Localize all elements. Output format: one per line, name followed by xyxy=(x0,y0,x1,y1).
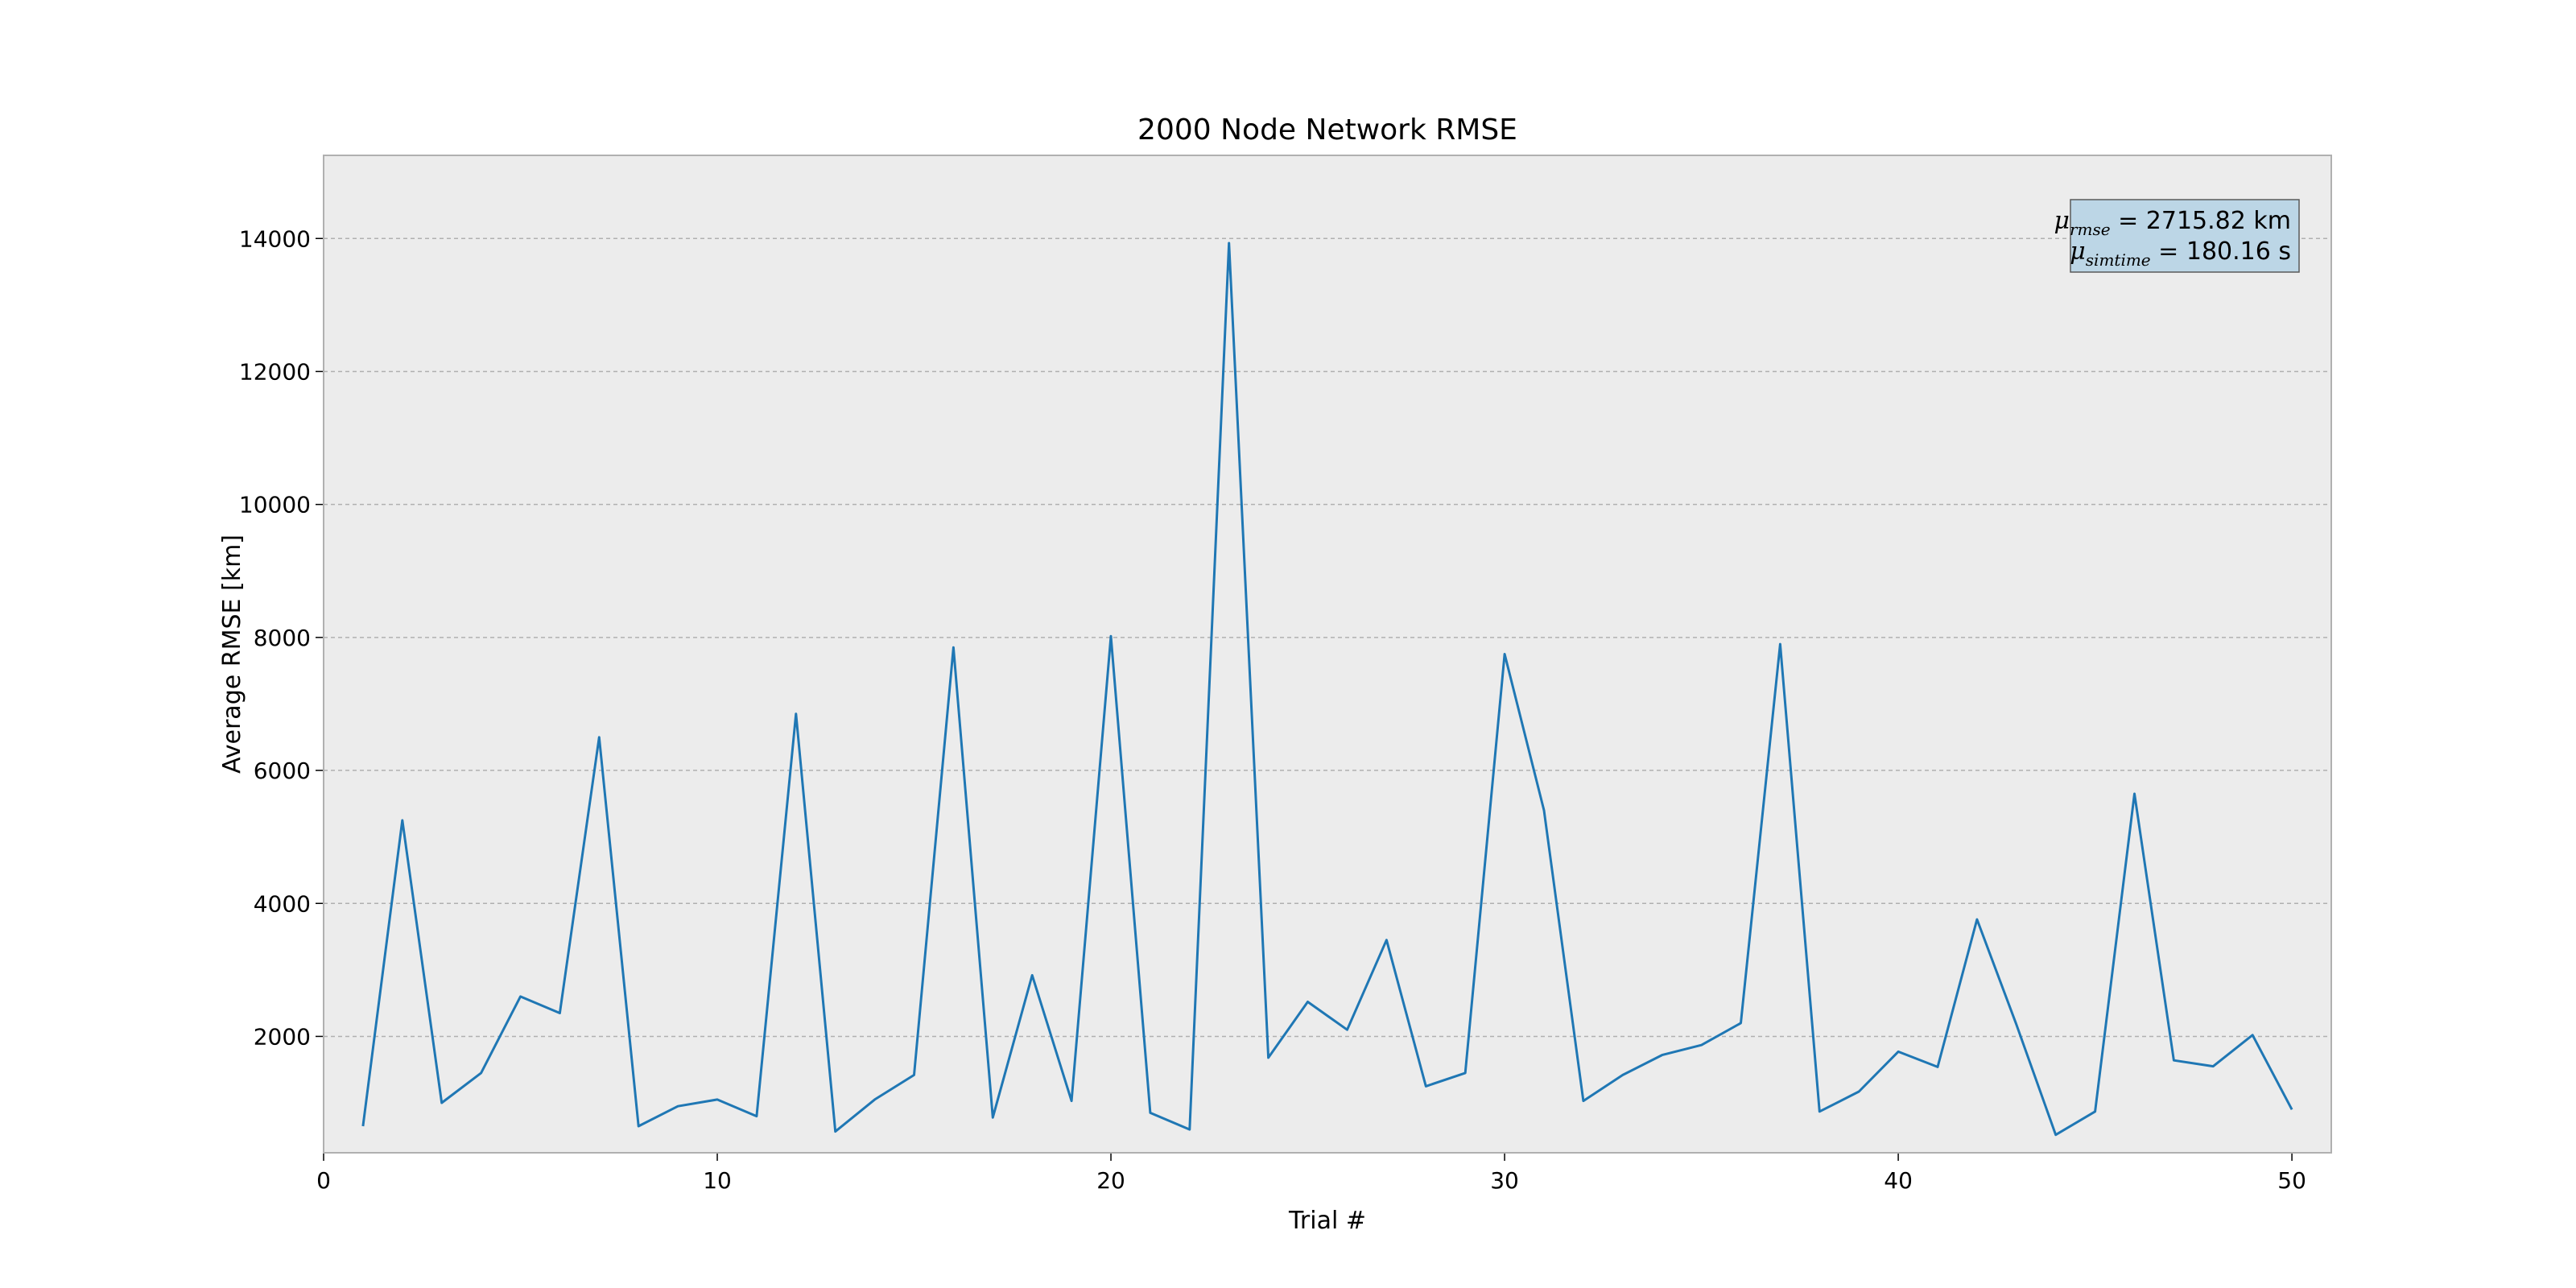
y-tick-label: 2000 xyxy=(254,1023,311,1050)
stats-subscript-simtime: simtime xyxy=(2086,250,2151,270)
stats-value-rmse: 2715.82 km xyxy=(2146,207,2291,235)
series-point xyxy=(440,1101,444,1104)
stats-value-simtime: 180.16 s xyxy=(2186,237,2291,266)
x-tick-label: 10 xyxy=(703,1167,732,1194)
series-point xyxy=(2094,1110,2097,1113)
series-point xyxy=(2251,1034,2254,1037)
stats-mu-symbol: μ xyxy=(2070,237,2086,266)
series-point xyxy=(1857,1090,1860,1093)
series-point xyxy=(1700,1043,1703,1046)
series-point xyxy=(480,1071,483,1075)
series-point xyxy=(1975,918,1979,921)
series-point xyxy=(755,1115,758,1118)
stats-box-background xyxy=(2070,199,2300,273)
series-point xyxy=(1070,1100,1073,1103)
series-point xyxy=(1661,1054,1664,1057)
series-point xyxy=(597,736,601,739)
y-axis-label: Average RMSE [km] xyxy=(218,535,246,774)
stats-subscript-rmse: rmse xyxy=(2070,220,2111,239)
series-point xyxy=(913,1073,916,1076)
series-point xyxy=(873,1098,877,1101)
series-point xyxy=(795,712,798,716)
chart-title: 2000 Node Network RMSE xyxy=(1137,114,1517,147)
series-point xyxy=(1818,1110,1821,1113)
axis-ticks: 2000 4000 6000 8000 10000 12000 14000 0 10 20 30 40… xyxy=(239,225,2306,1194)
plot-frame xyxy=(323,155,2332,1154)
series-point xyxy=(2172,1059,2175,1062)
series-point xyxy=(1582,1100,1585,1103)
series-line xyxy=(361,242,2293,1137)
series-point xyxy=(1503,653,1506,656)
y-tick-label: 8000 xyxy=(254,625,311,651)
grid-lines xyxy=(324,237,2331,1038)
series-point xyxy=(1345,1028,1348,1031)
series-point xyxy=(952,646,955,649)
series-point xyxy=(1188,1128,1191,1131)
series-point xyxy=(1267,1056,1270,1059)
y-tick-label: 10000 xyxy=(239,492,311,518)
series-point xyxy=(676,1104,679,1108)
y-tick-label: 6000 xyxy=(254,758,311,784)
stats-line-rmse: μrmse = 2715.82 km xyxy=(2054,207,2291,239)
series-point xyxy=(2132,792,2136,795)
series-point xyxy=(2015,1023,2018,1026)
series-point xyxy=(1897,1050,1900,1053)
series-point xyxy=(361,1125,365,1128)
series-point xyxy=(1030,973,1034,976)
series-point xyxy=(401,819,404,822)
stats-box: μrmse = 2715.82 km μsimtime = 180.16 s xyxy=(2054,199,2300,273)
series-point xyxy=(2211,1065,2215,1068)
series-point xyxy=(991,1116,994,1119)
series-point xyxy=(834,1130,837,1133)
stats-mu-symbol: μ xyxy=(2054,207,2070,235)
x-axis-label: Trial # xyxy=(1288,1207,1366,1235)
y-tick-label: 12000 xyxy=(239,358,311,385)
x-tick-label: 20 xyxy=(1096,1167,1125,1194)
series-point xyxy=(1936,1065,1939,1068)
series-point xyxy=(1307,1000,1310,1003)
series-point xyxy=(1542,809,1546,812)
series-point xyxy=(1385,939,1388,942)
series-point xyxy=(716,1098,719,1101)
series-point xyxy=(1778,642,1781,646)
series-point xyxy=(2054,1133,2058,1137)
series-point xyxy=(558,1012,561,1015)
series-point xyxy=(1424,1084,1427,1088)
series-point xyxy=(1149,1111,1152,1114)
y-tick-label: 4000 xyxy=(254,890,311,917)
series-point xyxy=(519,995,522,998)
series-point xyxy=(1621,1073,1624,1076)
stats-line-simtime: μsimtime = 180.16 s xyxy=(2070,237,2291,270)
series-point xyxy=(1228,242,1231,245)
plot-area xyxy=(324,155,2331,1153)
series-point xyxy=(1109,634,1113,638)
stats-equals: = xyxy=(2151,237,2186,266)
x-tick-label: 30 xyxy=(1490,1167,1519,1194)
y-tick-label: 14000 xyxy=(239,225,311,252)
x-tick-label: 50 xyxy=(2277,1167,2306,1194)
series-point xyxy=(1739,1022,1742,1025)
series-point xyxy=(2290,1108,2293,1111)
data-series xyxy=(361,242,2293,1137)
x-tick-label: 0 xyxy=(316,1167,331,1194)
x-tick-label: 40 xyxy=(1884,1167,1913,1194)
stats-equals: = xyxy=(2111,207,2146,235)
series-point xyxy=(637,1125,640,1128)
series-point xyxy=(1463,1071,1467,1075)
